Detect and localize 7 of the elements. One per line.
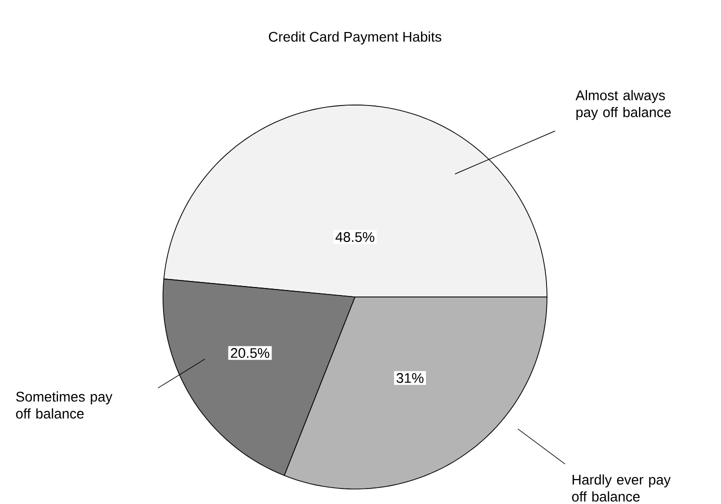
slice-label: Hardly ever pay off balance [572, 474, 671, 502]
data-label: 31% [396, 373, 424, 383]
slice-label: Sometimes pay off balance [16, 391, 112, 419]
slice-label: Almost always pay off balance [576, 90, 671, 120]
data-label: 48.5% [336, 232, 374, 242]
data-label: 20.5% [230, 348, 270, 358]
chart-title: Credit Card Payment Habits [268, 31, 442, 44]
